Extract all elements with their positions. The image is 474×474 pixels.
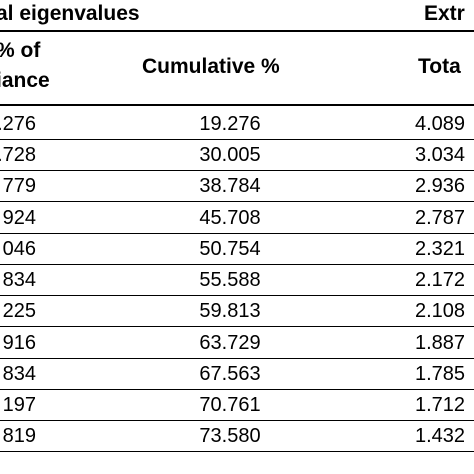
variance-cell: 924 xyxy=(2,207,36,229)
cumulative-cell: 30.005 xyxy=(199,144,261,166)
variance-cell: 834 xyxy=(2,363,36,385)
variance-cell: 834 xyxy=(2,269,36,291)
cumulative-cell: 73.580 xyxy=(199,425,261,447)
cumulative-cell: 19.276 xyxy=(199,113,261,135)
total-header: Tota xyxy=(418,55,461,78)
cumulative-cell: 38.784 xyxy=(199,175,261,197)
variance-cell: 197 xyxy=(2,394,36,416)
variance-header-line1: % of xyxy=(0,39,41,62)
cumulative-cell: 59.813 xyxy=(199,300,261,322)
row-rule xyxy=(0,420,474,421)
total-cell: 2.108 xyxy=(415,300,466,322)
total-cell: 4.089 xyxy=(415,113,466,135)
row-rule xyxy=(0,170,474,171)
row-rule xyxy=(0,264,474,265)
variance-cell: 819 xyxy=(2,425,36,447)
row-rule xyxy=(0,201,474,202)
row-rule xyxy=(0,139,474,140)
cumulative-cell: 45.708 xyxy=(199,207,261,229)
total-cell: 1.712 xyxy=(415,394,466,416)
extraction-header: Extr xyxy=(424,2,465,25)
total-cell: 2.787 xyxy=(415,207,466,229)
total-cell: 3.034 xyxy=(415,144,466,166)
total-cell: 1.432 xyxy=(415,425,466,447)
cumulative-header: Cumulative % xyxy=(142,55,280,78)
variance-header-line2: iance xyxy=(0,69,50,92)
cumulative-cell: 67.563 xyxy=(199,363,261,385)
variance-cell: .728 xyxy=(0,144,36,166)
variance-cell: .276 xyxy=(0,113,36,135)
total-cell: 1.887 xyxy=(415,332,466,354)
row-rule xyxy=(0,451,474,452)
row-rule xyxy=(0,326,474,327)
cumulative-cell: 63.729 xyxy=(199,332,261,354)
variance-cell: 225 xyxy=(2,300,36,322)
cumulative-cell: 50.754 xyxy=(199,238,261,260)
variance-cell: 916 xyxy=(2,332,36,354)
total-cell: 2.321 xyxy=(415,238,466,260)
row-rule xyxy=(0,389,474,390)
total-cell: 1.785 xyxy=(415,363,466,385)
variance-cell: 779 xyxy=(2,175,36,197)
initial-eigenvalues-header: al eigenvalues xyxy=(0,2,140,25)
row-rule xyxy=(0,233,474,234)
cumulative-cell: 70.761 xyxy=(199,394,261,416)
column-header-rule xyxy=(0,104,474,106)
total-cell: 2.172 xyxy=(415,269,466,291)
row-rule xyxy=(0,358,474,359)
variance-cell: 046 xyxy=(2,238,36,260)
total-cell: 2.936 xyxy=(415,175,466,197)
row-rule xyxy=(0,295,474,296)
group-header-rule xyxy=(0,30,474,32)
cumulative-cell: 55.588 xyxy=(199,269,261,291)
